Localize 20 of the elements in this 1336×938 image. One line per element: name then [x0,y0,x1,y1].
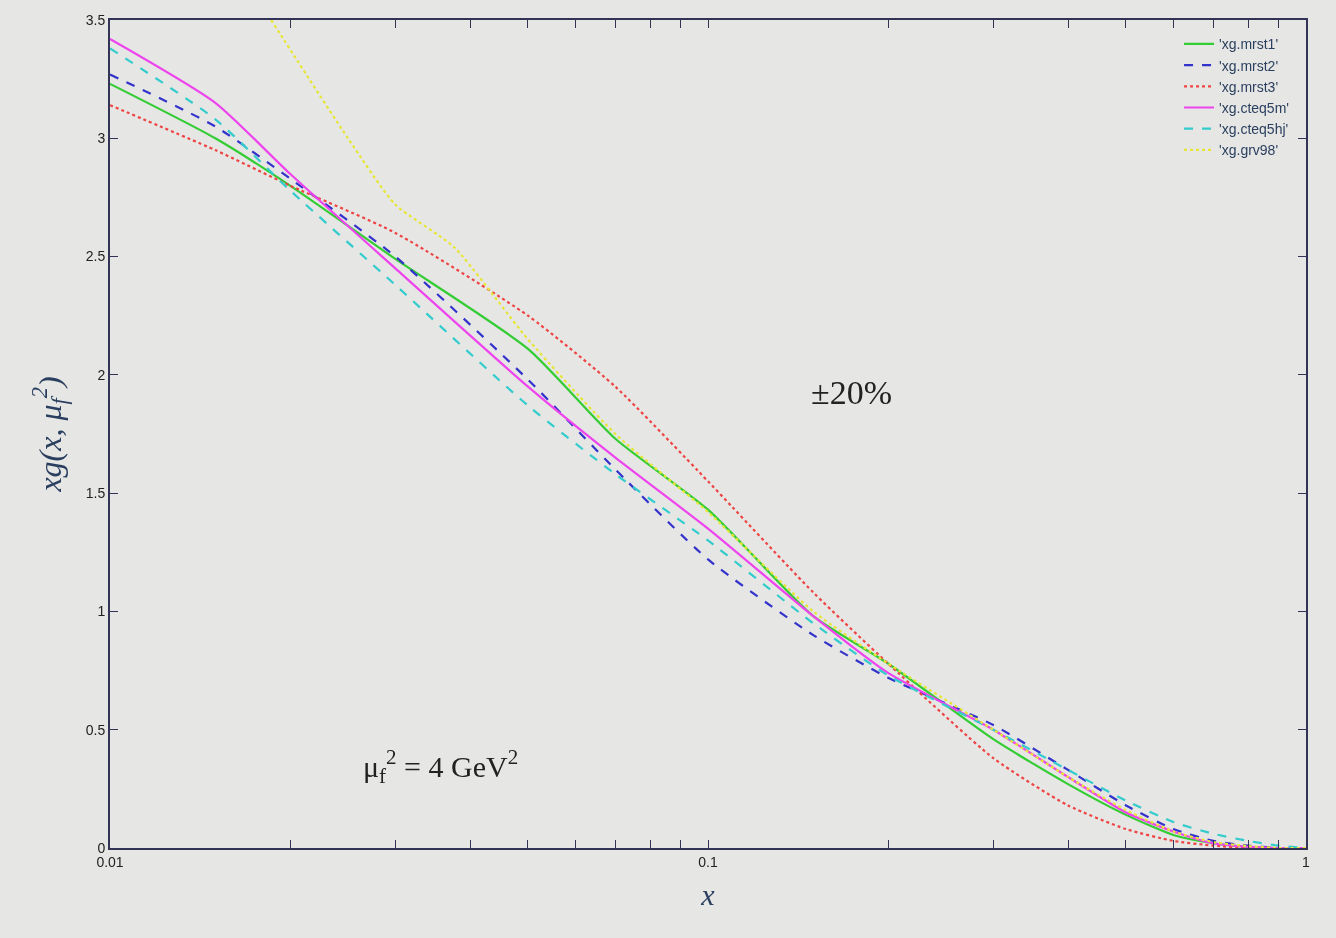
y-tick-label: 0 [97,839,106,856]
legend-label: 'xg.mrst1' [1219,36,1279,53]
x-tick-label: 1 [1302,853,1311,870]
legend-label: 'xg.grv98' [1219,142,1279,159]
x-tick-label: 0.1 [698,853,718,870]
legend-label: 'xg.mrst2' [1219,57,1279,74]
legend-label: 'xg.cteq5hj' [1219,121,1289,138]
y-tick-label: 1 [97,603,106,620]
x-axis-title: x [700,877,716,911]
annotation: μ$_{f}$$^{2}$ = 4 GeV$^{2}$ [363,745,519,788]
y-tick-label: 3 [97,130,106,147]
y-tick-label: 2.5 [85,248,106,265]
y-tick-label: 2 [97,366,106,383]
x-tick-label: 0.01 [96,853,124,870]
y-tick-label: 3.5 [85,11,106,28]
legend-label: 'xg.mrst3' [1219,78,1279,95]
y-tick-label: 0.5 [85,721,106,738]
annotation: ±20% [811,374,892,411]
legend-label: 'xg.cteq5m' [1219,99,1289,116]
y-tick-label: 1.5 [85,485,106,502]
